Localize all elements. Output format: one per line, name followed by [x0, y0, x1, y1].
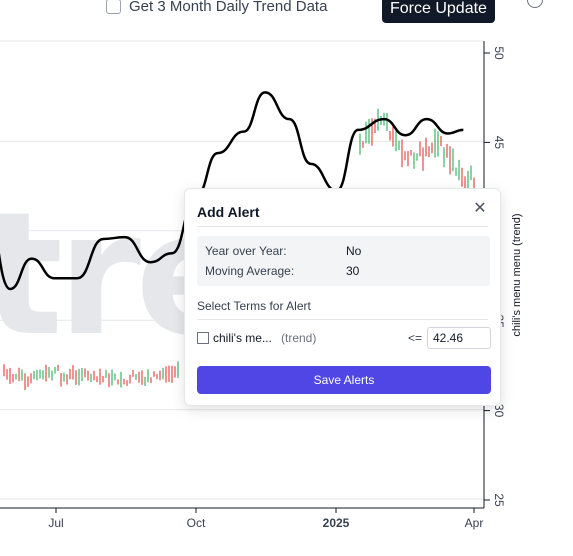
divider: [197, 319, 488, 320]
add-alert-dialog: Add Alert ✕ Year over Year: No Moving Av…: [184, 188, 501, 406]
dialog-title: Add Alert: [197, 204, 260, 220]
trend-data-label: Get 3 Month Daily Trend Data: [129, 0, 328, 15]
right-axis-label: chili's menu menu (trend): [511, 213, 523, 336]
term-row: chili's me... (trend) <=: [197, 327, 491, 349]
trend-line: [0, 91, 464, 291]
x-tick-label: Apr: [465, 516, 484, 530]
divider: [197, 226, 488, 227]
alert-settings-summary: Year over Year: No Moving Average: 30: [197, 236, 490, 286]
moving-average-label: Moving Average:: [205, 264, 295, 278]
yoy-value: No: [346, 244, 362, 258]
y-tick-label: 45: [492, 136, 506, 150]
y-tick-label: 30: [492, 404, 506, 418]
y-tick-label: 50: [492, 46, 506, 60]
section-title: Select Terms for Alert: [197, 299, 311, 313]
y-tick-label: 25: [492, 493, 506, 507]
top-bar: Get 3 Month Daily Trend Data Force Updat…: [0, 0, 573, 24]
candlestick-series: [3, 108, 475, 391]
threshold-input[interactable]: [427, 327, 491, 349]
term-name: chili's me...: [213, 331, 272, 345]
term-operator: <=: [408, 331, 423, 345]
term-checkbox[interactable]: [197, 332, 209, 344]
force-update-button[interactable]: Force Update: [382, 0, 495, 23]
save-alerts-button[interactable]: Save Alerts: [197, 366, 491, 394]
x-tick-label: Jul: [48, 516, 63, 530]
yoy-label: Year over Year:: [205, 244, 287, 258]
moving-average-value: 30: [346, 264, 360, 278]
trend-data-toggle[interactable]: Get 3 Month Daily Trend Data: [106, 0, 327, 15]
x-tick-label: Oct: [187, 516, 206, 530]
x-tick-label: 2025: [323, 516, 350, 530]
x-axis-ticks: Jul Oct 2025 Apr: [48, 508, 483, 530]
trend-data-checkbox[interactable]: [106, 0, 121, 14]
close-icon[interactable]: ✕: [473, 200, 487, 217]
term-kind: (trend): [281, 331, 317, 345]
